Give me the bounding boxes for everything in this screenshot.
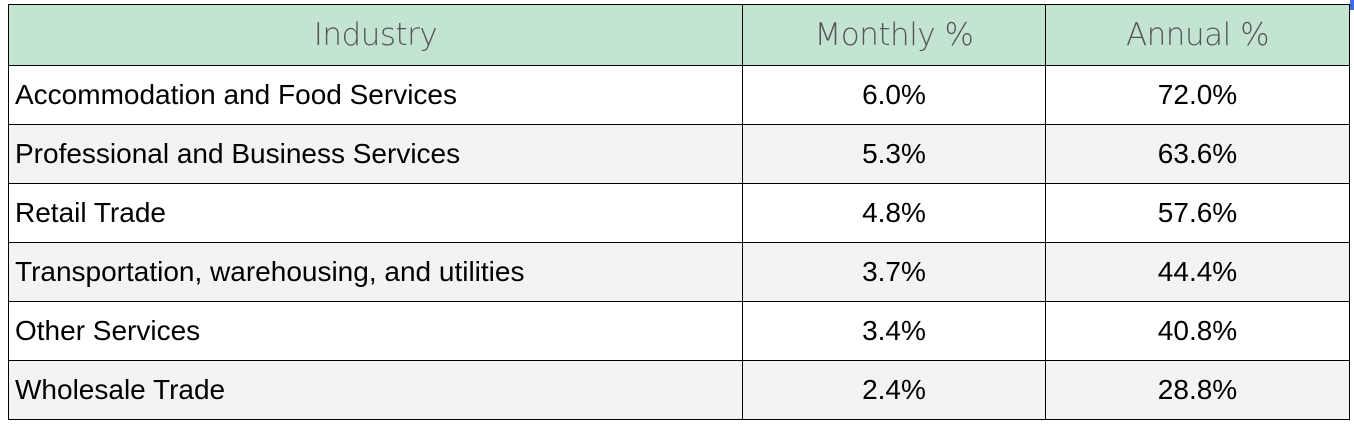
cell-monthly[interactable]: 4.8% [742,183,1046,243]
cell-annual[interactable]: 28.8% [1045,360,1350,420]
cell-monthly[interactable]: 3.4% [742,301,1046,361]
cell-industry[interactable]: Wholesale Trade [8,360,743,420]
header-monthly[interactable]: Monthly % [742,4,1046,66]
cell-annual[interactable]: 57.6% [1045,183,1350,243]
cell-monthly[interactable]: 3.7% [742,242,1046,302]
header-industry[interactable]: Industry [8,4,743,66]
cell-monthly[interactable]: 6.0% [742,65,1046,125]
cell-industry[interactable]: Retail Trade [8,183,743,243]
table-row: Retail Trade 4.8% 57.6% [8,183,1350,243]
header-row: Industry Monthly % Annual % [8,4,1350,66]
cell-industry[interactable]: Professional and Business Services [8,124,743,184]
cell-industry[interactable]: Accommodation and Food Services [8,65,743,125]
cell-annual[interactable]: 63.6% [1045,124,1350,184]
header-annual[interactable]: Annual % [1045,4,1350,66]
table-row: Other Services 3.4% 40.8% [8,301,1350,361]
table-row: Transportation, warehousing, and utiliti… [8,242,1350,302]
cell-industry[interactable]: Transportation, warehousing, and utiliti… [8,242,743,302]
table-row: Accommodation and Food Services 6.0% 72.… [8,65,1350,125]
cell-annual[interactable]: 72.0% [1045,65,1350,125]
cell-annual[interactable]: 44.4% [1045,242,1350,302]
table-row: Wholesale Trade 2.4% 28.8% [8,360,1350,420]
table-row: Professional and Business Services 5.3% … [8,124,1350,184]
cell-annual[interactable]: 40.8% [1045,301,1350,361]
cell-industry[interactable]: Other Services [8,301,743,361]
cell-monthly[interactable]: 2.4% [742,360,1046,420]
cell-monthly[interactable]: 5.3% [742,124,1046,184]
industry-table-container: Industry Monthly % Annual % Accommodatio… [8,4,1350,427]
selection-handle-icon[interactable] [1350,0,1354,10]
industry-table: Industry Monthly % Annual % Accommodatio… [8,4,1350,420]
